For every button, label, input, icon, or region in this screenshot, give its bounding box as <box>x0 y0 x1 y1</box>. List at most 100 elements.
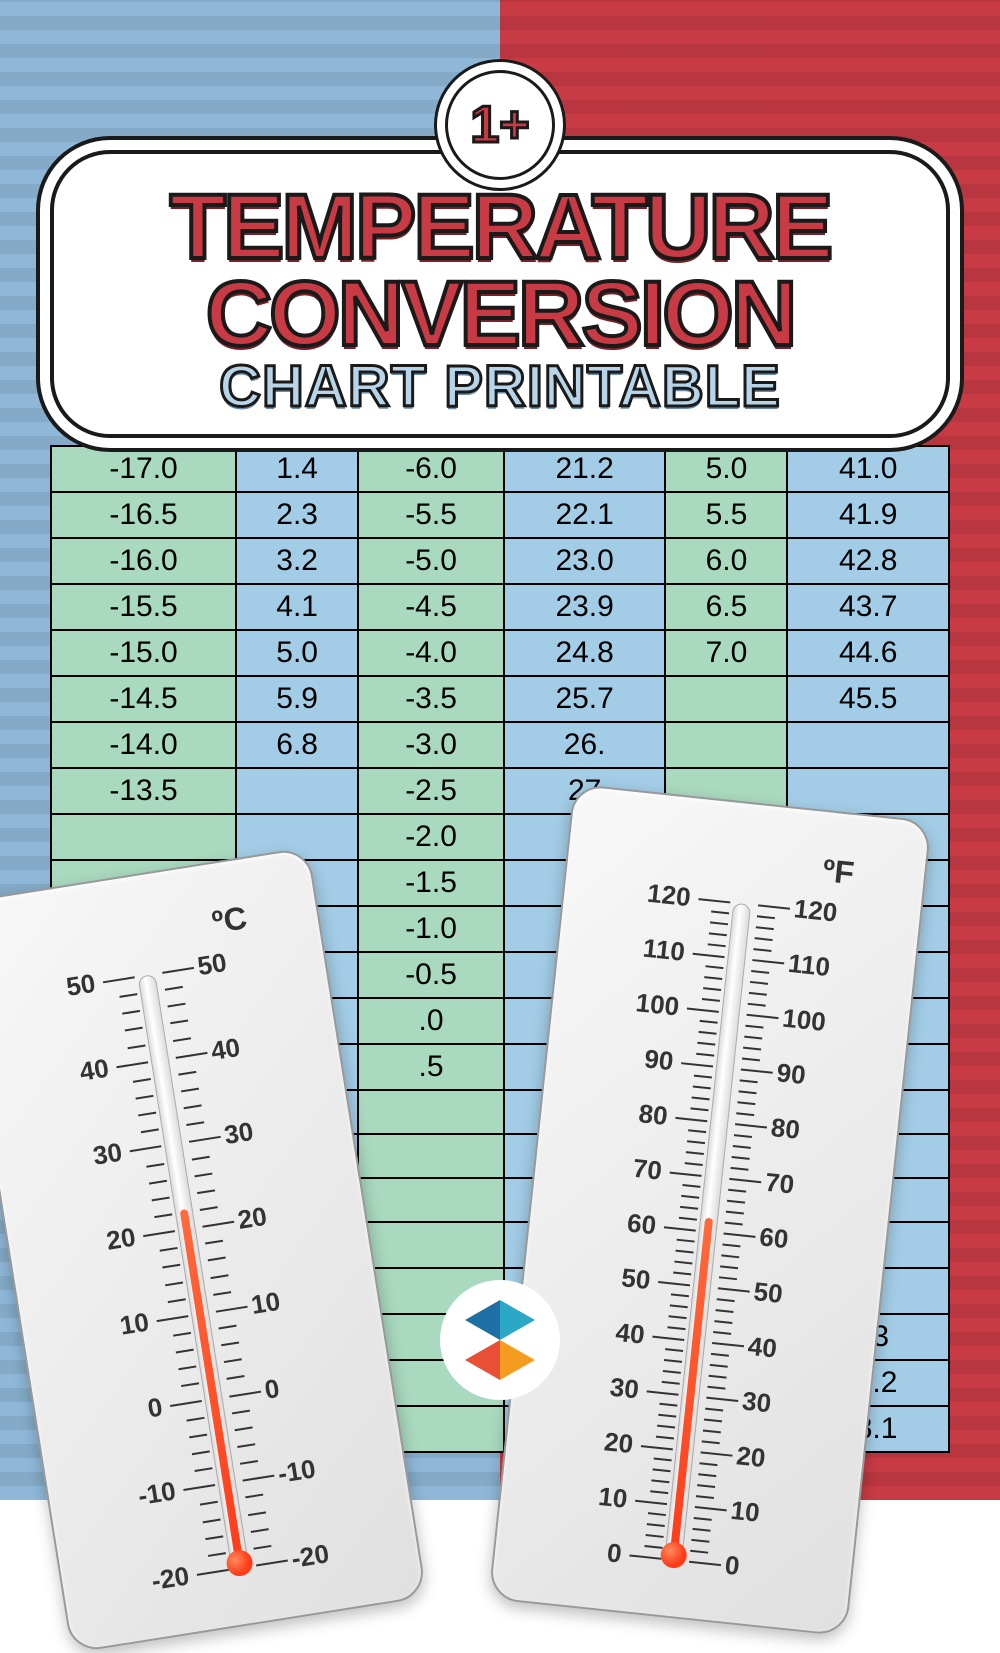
table-cell: -16.0 <box>51 538 236 584</box>
table-cell: 4.1 <box>236 584 358 630</box>
scale-label: 20 <box>735 1440 767 1474</box>
table-cell: -3.0 <box>358 722 504 768</box>
scale-label: -10 <box>276 1454 318 1490</box>
table-cell: -5.5 <box>358 492 504 538</box>
scale-label: 20 <box>104 1222 137 1257</box>
table-cell: 23.9 <box>504 584 665 630</box>
table-cell: -15.0 <box>51 630 236 676</box>
scale-label: 10 <box>118 1306 151 1341</box>
table-cell: 5.5 <box>665 492 787 538</box>
table-cell: -1.5 <box>358 860 504 906</box>
table-cell: -3.5 <box>358 676 504 722</box>
table-cell <box>358 1178 504 1222</box>
scale-label: 0 <box>262 1373 281 1406</box>
scale-label: 30 <box>608 1372 640 1406</box>
table-row: -15.54.1-4.523.96.543.7 <box>51 584 949 630</box>
scale-label: 40 <box>77 1052 110 1087</box>
table-cell: -6.0 <box>358 446 504 492</box>
table-cell: -5.0 <box>358 538 504 584</box>
scale-label: 30 <box>222 1116 255 1151</box>
table-cell: 43.7 <box>787 584 949 630</box>
table-cell: 5.9 <box>236 676 358 722</box>
badge: 1+ <box>445 70 555 180</box>
table-cell: 2.3 <box>236 492 358 538</box>
table-cell: -17.0 <box>51 446 236 492</box>
table-cell: -0.5 <box>358 952 504 998</box>
table-cell: 44.6 <box>787 630 949 676</box>
table-cell: 41.0 <box>787 446 949 492</box>
table-cell: 25.7 <box>504 676 665 722</box>
scale-label: 100 <box>781 1003 827 1038</box>
table-cell: 6.5 <box>665 584 787 630</box>
table-cell <box>358 1222 504 1268</box>
table-cell: -14.0 <box>51 722 236 768</box>
title-line1: TEMPERATURE <box>84 184 916 271</box>
scale-label: 40 <box>209 1032 242 1067</box>
scale-label: 40 <box>746 1331 778 1365</box>
table-row: -13.5-2.527 <box>51 768 949 814</box>
table-cell <box>236 768 358 814</box>
table-cell <box>51 814 236 860</box>
table-row: -16.52.3-5.522.15.541.9 <box>51 492 949 538</box>
table-cell: -4.0 <box>358 630 504 676</box>
scale-label: 0 <box>723 1550 741 1582</box>
scale-label: 50 <box>752 1276 784 1310</box>
table-cell: 5.0 <box>236 630 358 676</box>
table-row: -14.06.8-3.026. <box>51 722 949 768</box>
table-cell: 41.9 <box>787 492 949 538</box>
scale-label: 0 <box>606 1537 624 1569</box>
table-cell: 26. <box>504 722 665 768</box>
scale-label: 10 <box>249 1286 282 1321</box>
table-cell: 22.1 <box>504 492 665 538</box>
table-cell <box>787 722 949 768</box>
scale-label: 70 <box>764 1167 796 1201</box>
title-line3: CHART PRINTABLE <box>84 359 916 414</box>
scale-label: 40 <box>614 1317 646 1351</box>
scale-label: -20 <box>149 1560 191 1596</box>
table-cell: 3.2 <box>236 538 358 584</box>
table-row: -14.55.9-3.525.745.5 <box>51 676 949 722</box>
table-cell: 6.8 <box>236 722 358 768</box>
scale-label: 30 <box>91 1137 124 1172</box>
scale-label: 60 <box>758 1221 790 1255</box>
table-cell: 1.4 <box>236 446 358 492</box>
scale-label: 50 <box>620 1262 652 1296</box>
thermometer-unit-f: ºF <box>821 852 856 892</box>
table-cell: 45.5 <box>787 676 949 722</box>
scale-label: 60 <box>626 1208 658 1242</box>
logo-icon <box>465 1300 535 1380</box>
table-cell: 23.0 <box>504 538 665 584</box>
scale-label: -10 <box>136 1476 178 1512</box>
table-cell: -13.5 <box>51 768 236 814</box>
scale-label: 50 <box>195 947 228 982</box>
thermometer-fluid-c <box>180 1209 244 1566</box>
title-block: 1+ TEMPERATURE CONVERSION CHART PRINTABL… <box>50 70 950 438</box>
scale-label: 70 <box>631 1153 663 1187</box>
scale-label: 20 <box>236 1201 269 1236</box>
scale-label: -20 <box>289 1538 331 1574</box>
table-cell: -4.5 <box>358 584 504 630</box>
scale-label: 80 <box>769 1112 801 1146</box>
scale-label: 100 <box>634 987 680 1022</box>
table-row: -17.01.4-6.021.25.041.0 <box>51 446 949 492</box>
table-cell: 7.0 <box>665 630 787 676</box>
table-cell: -1.0 <box>358 906 504 952</box>
table-cell: -2.0 <box>358 814 504 860</box>
table-cell: -15.5 <box>51 584 236 630</box>
table-cell <box>787 768 949 814</box>
scale-label: 10 <box>597 1481 629 1515</box>
scale-label: 20 <box>603 1426 635 1460</box>
scale-label: 90 <box>643 1043 675 1077</box>
table-cell <box>665 676 787 722</box>
scale-label: 30 <box>741 1385 773 1419</box>
table-cell: .0 <box>358 998 504 1044</box>
title-text: TEMPERATURE CONVERSION CHART PRINTABLE <box>50 150 950 438</box>
scale-label: 50 <box>64 968 97 1003</box>
scale-label: 90 <box>775 1057 807 1091</box>
table-cell <box>358 1134 504 1178</box>
thermometer-unit-c: ºC <box>209 899 249 941</box>
table-cell: 42.8 <box>787 538 949 584</box>
table-cell: 6.0 <box>665 538 787 584</box>
table-cell: 5.0 <box>665 446 787 492</box>
scale-label: 120 <box>646 878 692 913</box>
